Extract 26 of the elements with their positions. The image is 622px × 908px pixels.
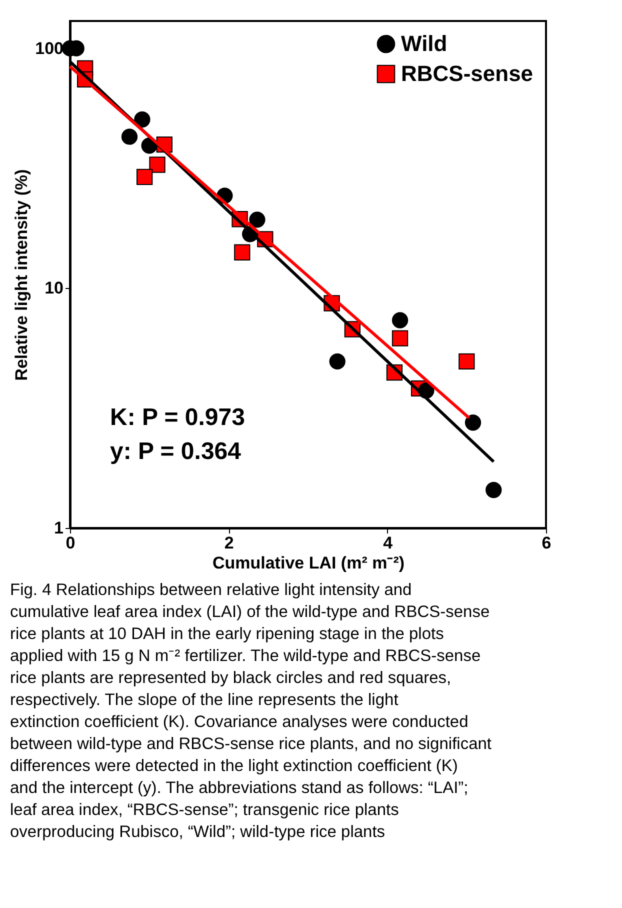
point xyxy=(329,353,346,370)
point xyxy=(458,353,475,370)
legend-label: RBCS-sense xyxy=(401,61,534,86)
x-tick-label: 0 xyxy=(66,534,76,552)
point xyxy=(149,156,166,173)
y-tick-label: 1 xyxy=(54,518,64,538)
point xyxy=(136,168,153,185)
point xyxy=(486,482,502,498)
point xyxy=(464,414,482,431)
y-tick-label: 100 xyxy=(35,38,64,58)
x-tick-label: 2 xyxy=(224,534,234,552)
annotation: y: P = 0.364 xyxy=(110,438,242,465)
x-axis-title: Cumulative LAI (m² m⁻²) xyxy=(212,554,405,572)
x-tick-label: 4 xyxy=(383,534,394,552)
text: Fig. 4 Relationships between relative light intensity and cumulative leaf area index (LAI) of the wild-type and RBCS-sense rice plants at 10 DAH in the early ripening stage in the plots applied with 15 g N m⁻² fertilizer. The wild-type and RBCS-sense rice plants are represented by black circles and red squares, respectively. The slope of the line represents the light extinction coefficient (K). Covariance analyses were conducted between wild-type and RBCS-sense rice plants, and no significant differences were detected in the light extinction coefficient (K) and the intercept (y). The abbreviations stand as follows: “LAI”; leaf area index, “RBCS-sense”; transgenic rice plants overproducing Rubisco, “Wild”; wild-type rice plants xyxy=(10,581,492,841)
point xyxy=(392,312,408,328)
x-tick-label: 6 xyxy=(542,534,552,552)
y-tick-label: 10 xyxy=(44,278,64,298)
point xyxy=(234,244,250,260)
point xyxy=(249,212,266,228)
point xyxy=(134,111,150,128)
legend-label: Wild xyxy=(401,31,448,56)
y-axis-title: Relative light intensity (%) xyxy=(12,169,32,381)
point xyxy=(392,330,408,346)
point xyxy=(121,128,138,145)
annotation: K: P = 0.973 xyxy=(110,404,245,431)
